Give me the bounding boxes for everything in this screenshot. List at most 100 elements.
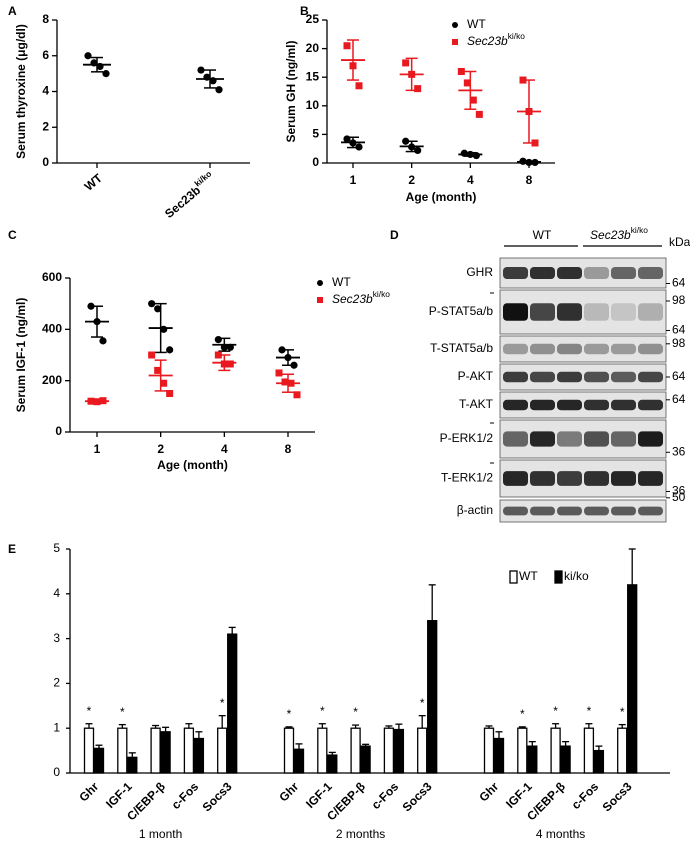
legend-label: Sec23bki/ko — [467, 31, 525, 48]
band — [503, 431, 528, 447]
bar — [417, 727, 428, 774]
band — [503, 471, 528, 486]
marker-label: 64 — [672, 369, 686, 383]
marker-label: 36 — [672, 444, 686, 458]
bar — [593, 749, 605, 774]
point — [414, 146, 422, 155]
y-axis-title: Serum IGF-1 (ng/ml) — [14, 298, 28, 413]
x-tick-label: 4 — [467, 173, 474, 187]
point — [154, 305, 162, 313]
x-tick-label: c-Fos — [569, 779, 602, 812]
row-label: GHR — [466, 265, 493, 279]
band — [584, 343, 609, 355]
lane-group-label-sup: ki/ko — [631, 225, 649, 235]
band — [611, 506, 636, 516]
bar — [617, 727, 628, 774]
band — [503, 506, 528, 516]
bar — [427, 620, 438, 774]
panel-label: D — [390, 228, 399, 242]
band — [638, 343, 663, 355]
point — [99, 337, 107, 345]
y-tick-label: 25 — [306, 12, 320, 26]
x-tick-label: 4 — [221, 442, 228, 456]
band — [638, 371, 663, 383]
significance: * — [87, 704, 92, 718]
point — [197, 66, 205, 74]
legend-marker — [317, 297, 323, 303]
band — [611, 303, 636, 321]
point — [148, 300, 156, 308]
row-label: β-actin — [457, 503, 493, 517]
band — [503, 267, 528, 279]
bar — [83, 727, 95, 774]
point — [293, 391, 301, 399]
panel-label: B — [300, 4, 309, 18]
bar — [93, 747, 105, 774]
point — [343, 135, 351, 143]
marker-label: 64 — [672, 276, 686, 290]
band — [584, 267, 609, 279]
y-tick-label: 3 — [53, 631, 60, 645]
bar — [317, 727, 328, 774]
band — [503, 303, 528, 321]
point — [402, 59, 410, 67]
legend-label: WT — [332, 275, 351, 289]
legend-label-base: Sec23b — [332, 292, 373, 306]
band — [638, 431, 663, 447]
marker-label: 98 — [672, 293, 686, 307]
band — [530, 431, 555, 447]
point — [214, 336, 222, 344]
point — [414, 85, 422, 93]
bar — [217, 727, 228, 774]
x-tick-label: 8 — [285, 442, 292, 456]
y-tick-label: 200 — [42, 373, 62, 387]
bar — [560, 745, 571, 774]
row-label: P-STAT5a/b — [429, 304, 494, 318]
bar — [360, 745, 371, 774]
significance: * — [420, 696, 425, 710]
point — [469, 96, 477, 104]
panel-label: C — [8, 228, 17, 242]
band — [611, 267, 636, 279]
x-tick-label-sup: ki/ko — [192, 169, 213, 189]
point — [355, 82, 363, 90]
band — [611, 343, 636, 355]
y-tick-label: 2 — [42, 119, 49, 133]
x-tick-label-base: Sec23b — [162, 183, 203, 221]
band — [530, 343, 555, 355]
point — [275, 369, 283, 377]
legend-label: WT — [519, 569, 538, 583]
y-tick-label: 0 — [42, 155, 49, 169]
bar — [493, 737, 505, 774]
group-label: 1 month — [139, 827, 182, 841]
bar — [160, 731, 171, 774]
significance: * — [120, 705, 125, 719]
y-tick-label: 6 — [42, 48, 49, 62]
x-tick-label: Socs3 — [600, 779, 635, 814]
x-tick-label: Ghr — [476, 779, 501, 804]
marker-label: 64 — [672, 392, 686, 406]
x-tick-label: 1 — [350, 173, 357, 187]
y-axis-title: Serum thyroxine (μg/dl) — [14, 24, 28, 159]
point — [226, 360, 234, 368]
band — [557, 371, 582, 383]
x-axis-title: Age (month) — [406, 190, 477, 204]
x-tick-label: 1 — [94, 442, 101, 456]
band — [584, 371, 609, 383]
y-tick-label: 10 — [306, 98, 320, 112]
bar — [293, 748, 305, 774]
band — [611, 399, 636, 411]
significance: * — [220, 696, 225, 710]
y-axis-title: Serum GH (ng/ml) — [284, 40, 298, 142]
marker-label: 64 — [672, 323, 686, 337]
significance: * — [287, 707, 292, 721]
bar — [527, 745, 538, 774]
band — [557, 506, 582, 516]
significance: * — [587, 704, 592, 718]
row-label: P-AKT — [458, 369, 494, 383]
y-tick-label: 0 — [55, 424, 62, 438]
row-label: P-ERK1/2 — [440, 431, 494, 445]
x-tick-label: Ghr — [76, 779, 101, 804]
bar — [383, 727, 395, 774]
x-tick-label: c-Fos — [369, 779, 402, 812]
